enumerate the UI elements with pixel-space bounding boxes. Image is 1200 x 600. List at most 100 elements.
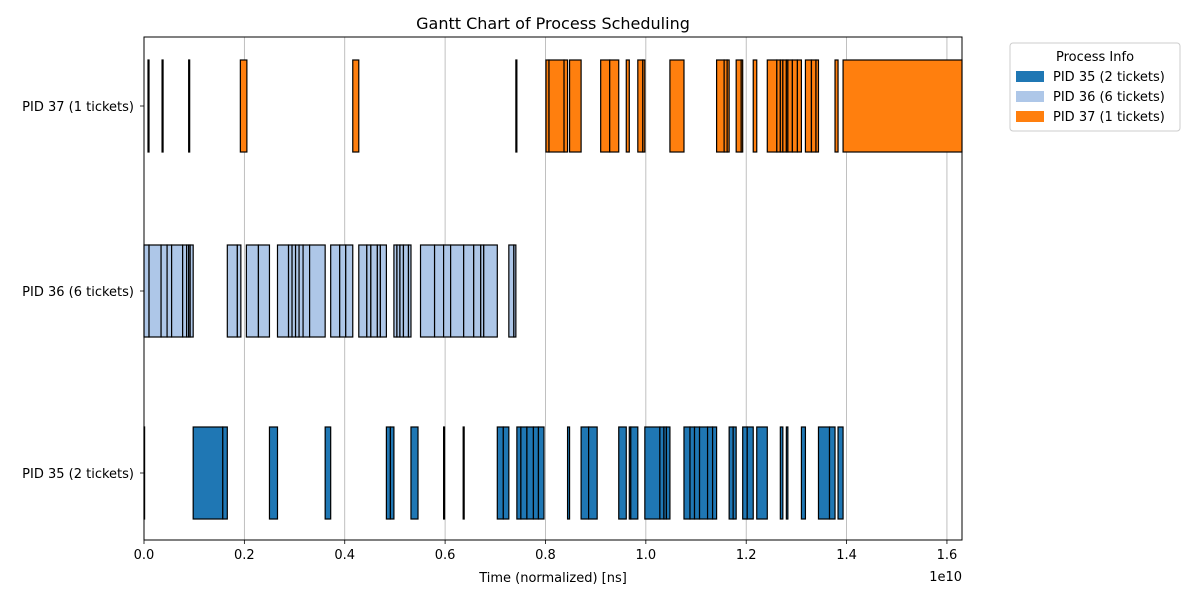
gantt-bar (352, 59, 360, 153)
x-tick-label: 0.4 (334, 548, 355, 563)
gantt-bar (276, 244, 290, 338)
gantt-bar (330, 244, 341, 338)
plot-frame (143, 36, 963, 541)
y-axis: PID 37 (1 tickets) PID 36 (6 tickets) PID … (22, 100, 144, 482)
gantt-bar (147, 59, 150, 153)
gantt-bar (706, 426, 714, 520)
gantt-bar (665, 426, 671, 520)
gantt-bar (779, 426, 784, 520)
gantt-bar (842, 59, 963, 153)
gantt-bar (609, 59, 620, 153)
x-tick-label: 0.6 (435, 548, 456, 563)
gantt-bar (239, 59, 248, 153)
gantt-bar (520, 426, 528, 520)
gantt-bar (526, 426, 535, 520)
y-tick-label: PID 35 (2 tickets) (22, 467, 134, 482)
legend-label: PID 37 (1 tickets) (1053, 110, 1165, 125)
gantt-bar (161, 59, 164, 153)
gantt-bar (766, 59, 778, 153)
gantt-bar (600, 59, 611, 153)
gantt-bar (166, 244, 173, 338)
gantt-bar (402, 244, 410, 338)
x-tick-label: 0.0 (134, 548, 155, 563)
gantt-bar (644, 426, 661, 520)
legend: Process Info PID 35 (2 tickets) PID 36 (6… (1009, 42, 1181, 132)
gantt-bar (715, 59, 725, 153)
gantt-bar (669, 59, 685, 153)
gantt-bar (548, 59, 565, 153)
x-tick-label: 1.6 (937, 548, 958, 563)
gantt-bar (683, 426, 691, 520)
gantt-bar (787, 59, 793, 153)
gantt-bar (817, 426, 831, 520)
gantt-bar (182, 244, 188, 338)
gantt-bar (148, 244, 162, 338)
bars-layer (143, 59, 963, 520)
legend-swatch (1016, 91, 1044, 102)
gantt-bar (379, 244, 387, 338)
x-tick-label: 1.4 (836, 548, 857, 563)
gantt-bar (143, 244, 150, 338)
gantt-bar (462, 426, 465, 520)
gantt-bar (618, 426, 627, 520)
legend-entries: PID 35 (2 tickets) PID 36 (6 tickets) PID … (1016, 70, 1165, 125)
gantt-bar (588, 426, 598, 520)
gantt-bar (302, 244, 311, 338)
x-tick-label: 1.2 (736, 548, 757, 563)
gantt-bar (630, 426, 639, 520)
gantt-bar (171, 244, 184, 338)
gantt-bar (502, 426, 510, 520)
gantt-bar (309, 244, 326, 338)
gantt-bar (419, 244, 436, 338)
gantt-bar (568, 59, 582, 153)
gantt-bar (580, 426, 590, 520)
gantt-bar (800, 426, 807, 520)
gantt-bar (508, 244, 515, 338)
y-tick-label: PID 36 (6 tickets) (22, 285, 134, 300)
gantt-bar (837, 426, 844, 520)
gantt-bar (516, 426, 522, 520)
gantt-bar (245, 244, 260, 338)
gantt-bar (192, 426, 224, 520)
gantt-bar (450, 244, 465, 338)
gantt-bar (189, 244, 194, 338)
gantt-bar (407, 244, 412, 338)
gantt-bar (726, 59, 730, 153)
gantt-bar (410, 426, 419, 520)
gantt-bar (804, 59, 813, 153)
gantt-bar (513, 244, 517, 338)
gantt-bar (689, 426, 696, 520)
gantt-bar (625, 59, 630, 153)
x-axis-offset-label: 1e10 (929, 570, 962, 585)
gantt-bar (828, 426, 836, 520)
gantt-bar (642, 59, 646, 153)
gantt-bar (735, 59, 742, 153)
gantt-bar (791, 59, 798, 153)
gantt-bar (693, 426, 701, 520)
x-tick-label: 1.0 (635, 548, 656, 563)
gantt-bar (389, 426, 395, 520)
gantt-bar (746, 426, 754, 520)
legend-swatch (1016, 111, 1044, 122)
x-tick-label: 0.2 (234, 548, 255, 563)
y-tick-label: PID 37 (1 tickets) (22, 100, 134, 115)
gantt-bar (740, 59, 744, 153)
gantt-bar (345, 244, 354, 338)
legend-label: PID 36 (6 tickets) (1053, 90, 1165, 105)
gantt-bar (815, 59, 820, 153)
gantt-bar (257, 244, 271, 338)
gantt-bar (358, 244, 368, 338)
gantt-bar (728, 426, 734, 520)
gantt-bar (532, 426, 540, 520)
gantt-bar (385, 426, 392, 520)
gantt-bar (698, 426, 709, 520)
gantt-bar (785, 426, 789, 520)
legend-label: PID 35 (2 tickets) (1053, 70, 1165, 85)
gantt-bar (732, 426, 737, 520)
gantt-bar (810, 59, 817, 153)
gantt-bar (756, 426, 768, 520)
gantt-bar (324, 426, 332, 520)
legend-title: Process Info (1056, 50, 1134, 65)
x-tick-label: 0.8 (535, 548, 556, 563)
